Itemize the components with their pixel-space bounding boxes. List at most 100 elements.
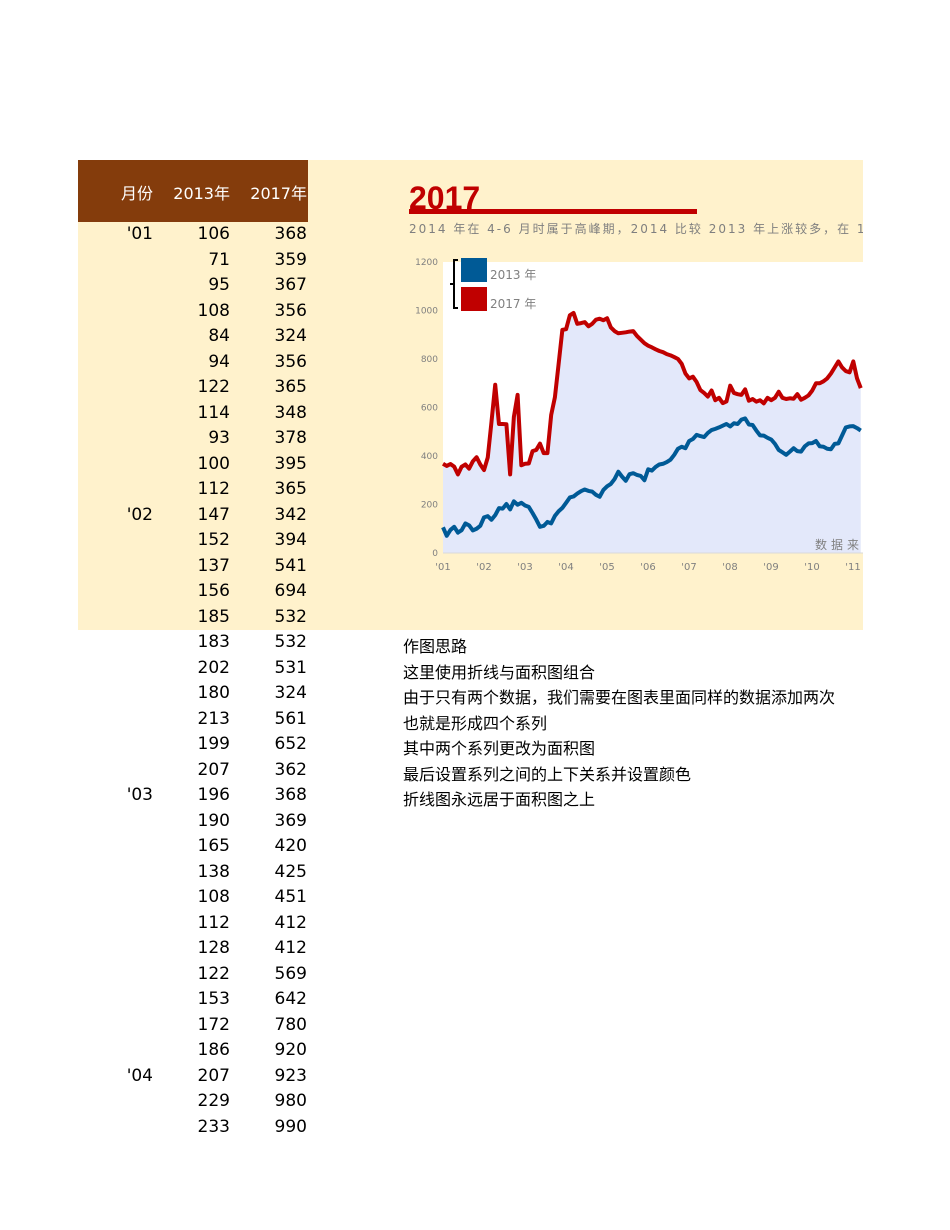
table-row: 108 356 — [78, 299, 308, 325]
value-2017-cell: 369 — [274, 810, 307, 831]
value-2017-cell: 990 — [274, 1116, 307, 1137]
value-2013-cell: 152 — [197, 530, 230, 550]
chart-subtitle: 2014 年在 4-6 月时属于高峰期，2014 比较 2013 年上涨较多，在… — [409, 222, 863, 236]
table-row: 207 362 — [78, 758, 308, 784]
value-2013-cell: 207 — [197, 1065, 230, 1086]
value-2013-cell: 95 — [208, 275, 230, 295]
value-2013-cell: 153 — [197, 989, 230, 1009]
table-row: 137 541 — [78, 554, 308, 580]
table-row: 108 451 — [78, 885, 308, 911]
series-2017-line — [441, 310, 863, 477]
note-line: 其中两个系列更改为面积图 — [403, 739, 596, 758]
value-2013-cell: 108 — [197, 300, 230, 321]
value-2017-cell: 324 — [274, 683, 307, 703]
value-2013-cell: 229 — [197, 1091, 230, 1111]
x-tick-label: '06 — [640, 562, 655, 573]
value-2013-cell: 122 — [197, 377, 230, 397]
value-2017-cell: 561 — [274, 708, 307, 729]
x-tick-label: '04 — [558, 562, 573, 573]
value-2017-cell: 365 — [274, 479, 307, 499]
table-row: '03 196 368 — [78, 783, 308, 809]
value-2013-cell: 94 — [208, 351, 230, 372]
table-row: 202 531 — [78, 656, 308, 682]
x-tick-label: '07 — [681, 562, 696, 573]
x-tick-label: '10 — [804, 562, 819, 573]
value-2017-cell: 652 — [274, 734, 307, 754]
notes: 作图思路 这里使用折线与面积图组合 由于只有两个数据，我们需要在图表里面同样的数… — [403, 634, 863, 813]
value-2017-cell: 412 — [274, 912, 307, 933]
note-line: 最后设置系列之间的上下关系并设置颜色 — [403, 764, 692, 784]
value-2017-cell: 348 — [274, 402, 307, 423]
note-line: 这里使用折线与面积图组合 — [403, 662, 596, 682]
table-row: 84 324 — [78, 324, 308, 350]
table-row: 112 365 — [78, 477, 308, 503]
x-tick-label: '11 — [845, 562, 860, 573]
value-2013-cell: 106 — [197, 224, 230, 244]
value-2013-cell: 213 — [197, 708, 230, 729]
table-row: 122 365 — [78, 375, 308, 401]
value-2017-cell: 541 — [274, 555, 307, 576]
value-2017-cell: 368 — [274, 785, 307, 805]
value-2013-cell: 128 — [197, 938, 230, 958]
value-2013-cell: 199 — [197, 734, 230, 754]
value-2017-cell: 420 — [274, 836, 307, 856]
value-2013-cell: 183 — [197, 632, 230, 652]
series-2013-line — [441, 416, 862, 538]
y-tick-label: 400 — [421, 452, 438, 462]
table-row: 128 412 — [78, 936, 308, 962]
value-2013-cell: 233 — [197, 1116, 230, 1137]
table-row: 190 369 — [78, 809, 308, 835]
legend-label-2017: 2017 年 — [490, 297, 536, 311]
value-2017-cell: 531 — [274, 657, 307, 678]
table-row: 71 359 — [78, 248, 308, 274]
value-2017-cell: 367 — [274, 275, 307, 295]
table-background — [78, 222, 308, 630]
value-2017-cell: 694 — [274, 581, 307, 601]
header-2017: 2017年 — [250, 184, 307, 203]
value-2013-cell: 71 — [208, 249, 230, 270]
table-row: 100 395 — [78, 452, 308, 478]
value-2017-cell: 920 — [274, 1040, 307, 1060]
value-2017-cell: 362 — [274, 759, 307, 780]
x-tick-label: '05 — [599, 562, 614, 573]
value-2017-cell: 365 — [274, 377, 307, 397]
table-row: 122 569 — [78, 962, 308, 988]
value-2017-cell: 642 — [274, 989, 307, 1009]
table-row: 233 990 — [78, 1115, 308, 1141]
table-row: 156 694 — [78, 579, 308, 605]
value-2013-cell: 122 — [197, 963, 230, 984]
value-2017-cell: 356 — [274, 351, 307, 372]
value-2013-cell: 156 — [197, 581, 230, 601]
y-tick-label: 600 — [421, 404, 438, 414]
x-tick-label: '02 — [476, 562, 491, 573]
value-2017-cell: 342 — [274, 504, 307, 525]
note-line: 折线图永远居于面积图之上 — [403, 790, 596, 809]
value-2013-cell: 112 — [197, 479, 230, 499]
value-2013-cell: 100 — [197, 453, 230, 474]
value-2013-cell: 114 — [197, 402, 230, 423]
table-row: '04 207 923 — [78, 1064, 308, 1090]
y-tick-label: 0 — [432, 549, 438, 559]
table-header: 月份 2013年 2017年 — [78, 160, 308, 222]
table-row: 93 378 — [78, 426, 308, 452]
value-2013-cell: 196 — [197, 785, 230, 805]
value-2013-cell: 84 — [208, 326, 230, 346]
value-2013-cell: 138 — [197, 861, 230, 882]
table-row: 94 356 — [78, 350, 308, 376]
x-tick-label: '09 — [763, 562, 778, 573]
value-2013-cell: 190 — [197, 810, 230, 831]
legend-label-2013: 2013 年 — [490, 268, 536, 282]
legend-bracket — [450, 259, 458, 309]
note-line: 由于只有两个数据，我们需要在图表里面同样的数据添加两次 — [403, 688, 836, 707]
x-tick-label: '03 — [517, 562, 532, 573]
value-2017-cell: 356 — [274, 300, 307, 321]
table-row: 95 367 — [78, 273, 308, 299]
value-2017-cell: 378 — [274, 428, 307, 448]
table-row: 183 532 — [78, 630, 308, 656]
value-2017-cell: 368 — [274, 224, 307, 244]
value-2013-cell: 186 — [197, 1040, 230, 1060]
value-2017-cell: 394 — [274, 530, 307, 550]
month-cell: '02 — [126, 504, 153, 525]
value-2017-cell: 451 — [274, 887, 307, 907]
